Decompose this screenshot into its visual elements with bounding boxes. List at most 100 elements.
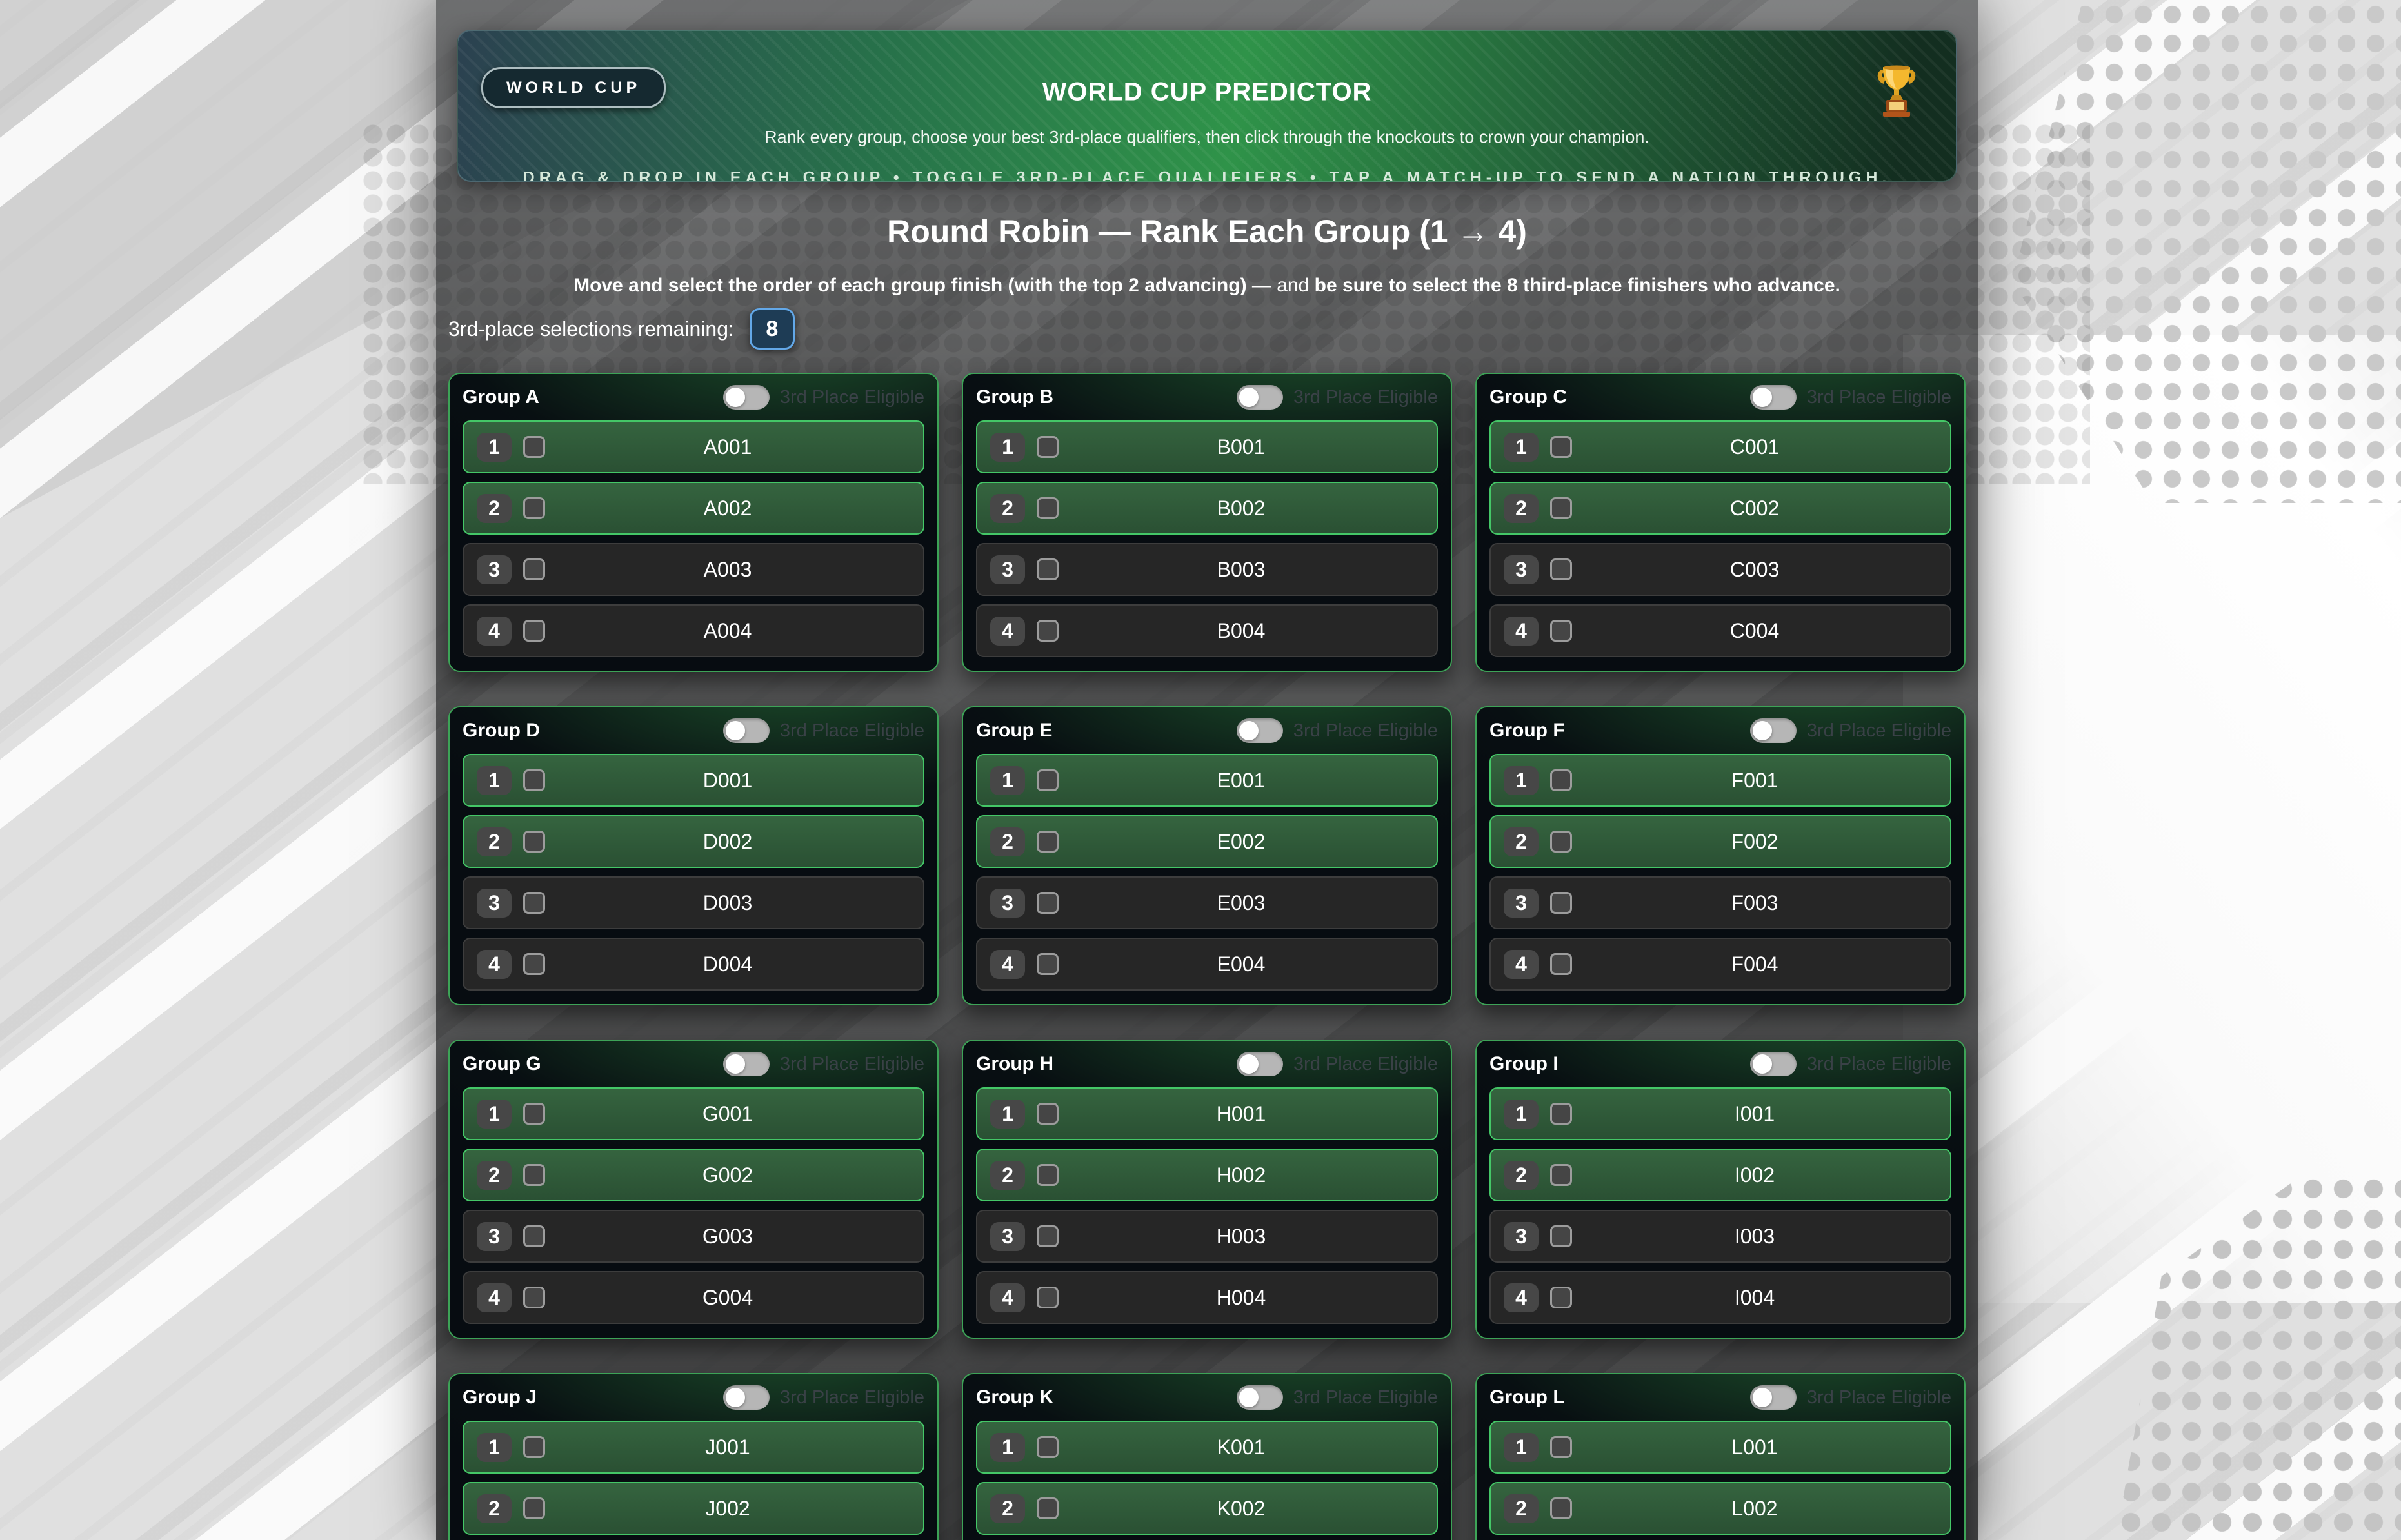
third-place-checkbox[interactable] — [1037, 1497, 1059, 1519]
third-place-checkbox[interactable] — [1037, 1164, 1059, 1186]
team-row[interactable]: 2 I002 — [1489, 1149, 1951, 1201]
third-place-checkbox[interactable] — [1550, 1436, 1572, 1458]
third-place-toggle[interactable] — [1749, 1385, 1797, 1410]
team-row[interactable]: 2 H002 — [976, 1149, 1438, 1201]
team-row[interactable]: 4 H004 — [976, 1271, 1438, 1324]
team-row[interactable]: 4 G004 — [463, 1271, 924, 1324]
team-row[interactable]: 2 A002 — [463, 482, 924, 535]
third-place-checkbox[interactable] — [1550, 620, 1572, 642]
third-place-checkbox[interactable] — [523, 1225, 545, 1247]
third-place-checkbox[interactable] — [1037, 497, 1059, 519]
third-place-checkbox[interactable] — [1550, 1287, 1572, 1308]
rank-badge: 3 — [477, 1221, 512, 1251]
team-row[interactable]: 1 H001 — [976, 1087, 1438, 1140]
third-place-checkbox[interactable] — [523, 1103, 545, 1125]
third-place-checkbox[interactable] — [1037, 558, 1059, 580]
third-place-toggle[interactable] — [1236, 385, 1283, 410]
third-place-checkbox[interactable] — [1037, 892, 1059, 914]
third-place-checkbox[interactable] — [1550, 831, 1572, 853]
third-place-toggle[interactable] — [722, 1052, 770, 1076]
team-row[interactable]: 1 A001 — [463, 420, 924, 473]
team-row[interactable]: 1 B001 — [976, 420, 1438, 473]
third-place-checkbox[interactable] — [1550, 1497, 1572, 1519]
group-title: Group B — [976, 386, 1053, 408]
team-row[interactable]: 3 D003 — [463, 876, 924, 929]
third-place-checkbox[interactable] — [523, 1164, 545, 1186]
third-place-checkbox[interactable] — [1037, 1103, 1059, 1125]
team-row[interactable]: 4 D004 — [463, 938, 924, 991]
third-place-toggle[interactable] — [722, 1385, 770, 1410]
team-row[interactable]: 4 F004 — [1489, 938, 1951, 991]
third-place-checkbox[interactable] — [523, 497, 545, 519]
team-row[interactable]: 2 B002 — [976, 482, 1438, 535]
third-place-checkbox[interactable] — [1037, 769, 1059, 791]
team-row[interactable]: 3 F003 — [1489, 876, 1951, 929]
third-place-checkbox[interactable] — [523, 953, 545, 975]
team-row[interactable]: 4 A004 — [463, 604, 924, 657]
third-place-eligible-label: 3rd Place Eligible — [779, 720, 924, 741]
third-place-toggle[interactable] — [1749, 385, 1797, 410]
team-row[interactable]: 2 L002 — [1489, 1482, 1951, 1535]
third-place-checkbox[interactable] — [523, 1436, 545, 1458]
third-place-checkbox[interactable] — [1037, 1225, 1059, 1247]
team-row[interactable]: 1 D001 — [463, 754, 924, 807]
team-row[interactable]: 3 G003 — [463, 1210, 924, 1263]
third-place-toggle[interactable] — [722, 385, 770, 410]
group-card: Group B 3rd Place Eligible 1 B001 2 B002… — [962, 373, 1452, 672]
third-place-toggle[interactable] — [1749, 718, 1797, 743]
team-row[interactable]: 3 B003 — [976, 543, 1438, 596]
third-place-checkbox[interactable] — [1037, 436, 1059, 458]
third-place-checkbox[interactable] — [1037, 1287, 1059, 1308]
third-place-checkbox[interactable] — [523, 1497, 545, 1519]
team-row[interactable]: 3 C003 — [1489, 543, 1951, 596]
third-place-checkbox[interactable] — [523, 1287, 545, 1308]
third-place-checkbox[interactable] — [1037, 831, 1059, 853]
third-place-checkbox[interactable] — [1550, 892, 1572, 914]
team-row[interactable]: 4 I004 — [1489, 1271, 1951, 1324]
third-place-checkbox[interactable] — [523, 620, 545, 642]
team-row[interactable]: 2 E002 — [976, 815, 1438, 868]
third-place-checkbox[interactable] — [1550, 1103, 1572, 1125]
team-row[interactable]: 4 E004 — [976, 938, 1438, 991]
third-place-checkbox[interactable] — [1037, 953, 1059, 975]
team-row[interactable]: 1 J001 — [463, 1421, 924, 1474]
third-place-toggle[interactable] — [1236, 718, 1283, 743]
third-place-checkbox[interactable] — [1550, 558, 1572, 580]
team-row[interactable]: 3 A003 — [463, 543, 924, 596]
team-row[interactable]: 4 B004 — [976, 604, 1438, 657]
team-row[interactable]: 1 L001 — [1489, 1421, 1951, 1474]
team-row[interactable]: 2 D002 — [463, 815, 924, 868]
team-row[interactable]: 2 G002 — [463, 1149, 924, 1201]
third-place-checkbox[interactable] — [523, 558, 545, 580]
third-place-checkbox[interactable] — [523, 436, 545, 458]
team-row[interactable]: 3 I003 — [1489, 1210, 1951, 1263]
third-place-toggle[interactable] — [1236, 1385, 1283, 1410]
third-place-toggle[interactable] — [722, 718, 770, 743]
team-row[interactable]: 3 H003 — [976, 1210, 1438, 1263]
third-place-checkbox[interactable] — [1037, 620, 1059, 642]
third-place-checkbox[interactable] — [1037, 1436, 1059, 1458]
third-place-toggle[interactable] — [1749, 1052, 1797, 1076]
team-row[interactable]: 4 C004 — [1489, 604, 1951, 657]
team-row[interactable]: 2 K002 — [976, 1482, 1438, 1535]
team-row[interactable]: 1 E001 — [976, 754, 1438, 807]
third-place-toggle[interactable] — [1236, 1052, 1283, 1076]
third-place-checkbox[interactable] — [1550, 953, 1572, 975]
team-row[interactable]: 3 E003 — [976, 876, 1438, 929]
third-place-checkbox[interactable] — [1550, 769, 1572, 791]
team-row[interactable]: 2 F002 — [1489, 815, 1951, 868]
third-place-checkbox[interactable] — [523, 831, 545, 853]
team-row[interactable]: 2 J002 — [463, 1482, 924, 1535]
team-row[interactable]: 1 K001 — [976, 1421, 1438, 1474]
team-row[interactable]: 1 G001 — [463, 1087, 924, 1140]
team-row[interactable]: 2 C002 — [1489, 482, 1951, 535]
third-place-checkbox[interactable] — [1550, 1225, 1572, 1247]
third-place-checkbox[interactable] — [1550, 497, 1572, 519]
third-place-checkbox[interactable] — [1550, 436, 1572, 458]
third-place-checkbox[interactable] — [1550, 1164, 1572, 1186]
team-row[interactable]: 1 C001 — [1489, 420, 1951, 473]
team-row[interactable]: 1 F001 — [1489, 754, 1951, 807]
team-row[interactable]: 1 I001 — [1489, 1087, 1951, 1140]
third-place-checkbox[interactable] — [523, 769, 545, 791]
third-place-checkbox[interactable] — [523, 892, 545, 914]
